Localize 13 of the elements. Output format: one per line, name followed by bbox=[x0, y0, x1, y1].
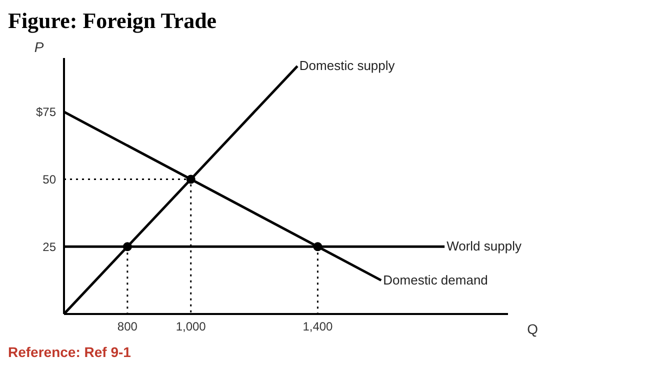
series-label: Domestic demand bbox=[383, 272, 488, 288]
text: Reference: Ref 9-1 bbox=[8, 344, 132, 360]
series-label: Domestic supply bbox=[299, 58, 396, 74]
y-tick-label: 50 bbox=[42, 172, 56, 187]
y-tick-label: 25 bbox=[42, 240, 56, 254]
x-tick-label: 1,000 bbox=[176, 320, 206, 334]
chart-title: Figure: Foreign Trade bbox=[8, 8, 218, 34]
y-tick-label: $75 bbox=[36, 105, 56, 120]
x-axis-title: Q bbox=[527, 320, 538, 337]
series-label: World supply bbox=[446, 238, 522, 254]
x-tick-label: 800 bbox=[117, 320, 138, 334]
x-tick-label: 1,400 bbox=[302, 320, 334, 334]
y-axis-title: P bbox=[34, 39, 44, 55]
